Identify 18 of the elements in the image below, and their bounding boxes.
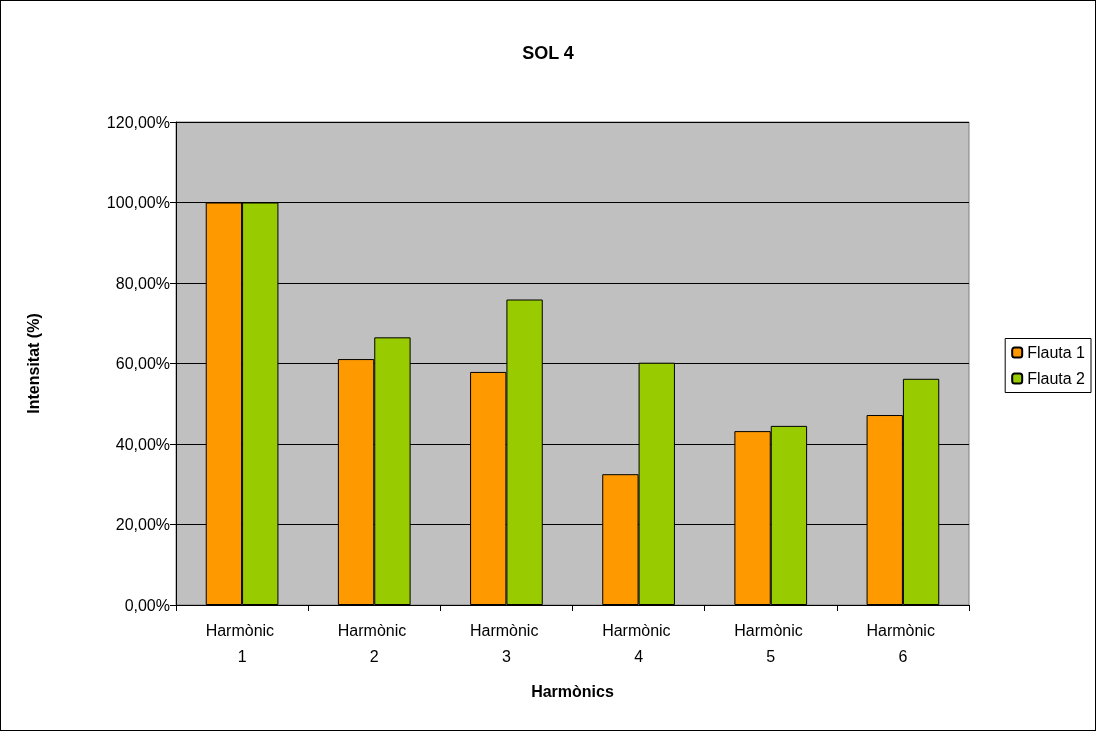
x-tick-label: Harmònic 5 <box>734 621 808 665</box>
legend-label: Flauta 2 <box>1027 370 1086 387</box>
y-tick-label: 0,00% <box>124 596 170 614</box>
y-tick-label: 60,00% <box>115 355 170 372</box>
y-axis-title: Intensitat (%) <box>24 313 42 414</box>
y-tick-label: 80,00% <box>115 274 170 292</box>
x-tick-label: Harmònic 1 <box>205 621 279 665</box>
x-tick-label: Harmònic 4 <box>602 621 676 665</box>
legend-label: Flauta 1 <box>1027 344 1086 361</box>
y-tick-label: 100,00% <box>106 194 170 211</box>
x-tick-label: Harmònic 2 <box>337 621 411 665</box>
chart-title: SOL 4 <box>522 43 574 63</box>
y-tick-label: 120,00% <box>106 113 170 131</box>
x-tick-label: Harmònic 6 <box>866 621 940 665</box>
x-tick-label: Harmònic 3 <box>469 621 543 665</box>
y-tick-label: 20,00% <box>115 516 170 533</box>
x-axis-title: Harmònics <box>531 682 614 700</box>
y-tick-label: 40,00% <box>115 435 170 453</box>
